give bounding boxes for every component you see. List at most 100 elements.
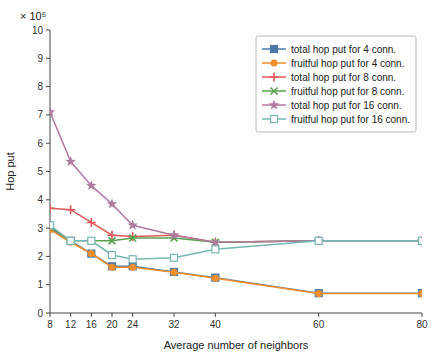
x-tick <box>174 313 175 317</box>
y-tick <box>46 256 50 257</box>
x-tick-label: 8 <box>47 319 53 330</box>
data-point <box>315 290 322 297</box>
y-tick-label: 10 <box>32 25 44 36</box>
legend-item: total hop put for 4 conn. <box>262 44 396 55</box>
x-tick <box>215 313 216 317</box>
y-tick <box>46 284 50 285</box>
data-point <box>67 237 74 244</box>
legend-swatch-marker <box>271 88 278 95</box>
y-tick-label: 0 <box>37 308 43 319</box>
data-point <box>128 232 137 241</box>
legend-item: fruitful hop put for 4 conn. <box>262 58 404 69</box>
x-axis-line <box>50 313 422 314</box>
legend-label: fruitful hop put for 16 conn. <box>291 114 410 125</box>
y-tick-label: 8 <box>37 81 43 92</box>
x-tick <box>422 313 423 317</box>
data-point <box>171 254 178 261</box>
series <box>50 226 422 297</box>
y-tick <box>46 30 50 31</box>
legend-swatch-marker <box>270 73 279 82</box>
y-tick-label: 6 <box>37 138 43 149</box>
data-point <box>50 222 54 229</box>
legend-label: total hop put for 8 conn. <box>291 72 396 83</box>
y-tick <box>46 171 50 172</box>
data-point <box>86 180 96 190</box>
y-tick-label: 4 <box>37 194 43 205</box>
data-point <box>313 235 323 245</box>
data-point <box>107 199 117 209</box>
data-point <box>212 275 219 282</box>
x-tick-label: 12 <box>65 319 77 330</box>
data-point <box>87 218 96 227</box>
data-point <box>314 236 323 245</box>
y-tick-label: 2 <box>37 251 43 262</box>
series-line <box>50 208 422 242</box>
data-point <box>129 264 136 271</box>
y-tick-label: 7 <box>37 109 43 120</box>
data-point <box>88 250 95 257</box>
data-point <box>169 230 179 240</box>
legend-label: total hop put for 4 conn. <box>291 44 396 55</box>
data-point <box>210 237 220 247</box>
x-tick <box>318 313 319 317</box>
x-tick <box>91 313 92 317</box>
data-point <box>419 290 423 297</box>
x-tick <box>132 313 133 317</box>
series-line <box>50 230 422 294</box>
x-axis-label: Average number of neighbors <box>164 339 309 351</box>
data-point <box>127 220 137 230</box>
legend-swatch-marker <box>271 46 278 53</box>
series-line <box>50 228 422 293</box>
x-tick <box>112 313 113 317</box>
y-tick <box>46 58 50 59</box>
legend-swatch-marker <box>269 100 279 110</box>
legend-swatch-marker <box>271 60 278 67</box>
y-tick <box>46 143 50 144</box>
legend-label: fruitful hop put for 4 conn. <box>291 58 404 69</box>
y-tick <box>46 114 50 115</box>
legend-item: fruitful hop put for 8 conn. <box>262 86 404 97</box>
data-point <box>129 235 136 242</box>
data-point <box>65 156 75 166</box>
data-point <box>109 264 116 271</box>
data-point <box>212 246 219 253</box>
data-point <box>315 237 322 244</box>
x-tick-label: 60 <box>313 319 325 330</box>
series-line <box>50 225 422 259</box>
data-point <box>129 256 136 263</box>
legend-label: total hop put for 16 conn. <box>291 100 402 111</box>
legend-frame <box>256 36 416 132</box>
legend-item: total hop put for 16 conn. <box>262 100 402 111</box>
data-point <box>212 274 219 281</box>
data-point <box>419 290 423 297</box>
x-tick-label: 32 <box>168 319 180 330</box>
data-point <box>88 237 95 244</box>
annotation: × 10⁵ <box>20 10 46 22</box>
plot-area <box>50 107 422 297</box>
y-axis-label: Hop put <box>4 152 16 191</box>
data-point <box>50 204 55 213</box>
data-point <box>419 237 423 244</box>
data-point <box>171 269 178 276</box>
y-tick-label: 5 <box>37 166 43 177</box>
series <box>50 225 422 297</box>
data-point <box>315 290 322 297</box>
y-tick <box>46 228 50 229</box>
x-tick <box>50 313 51 317</box>
x-tick-label: 40 <box>210 319 222 330</box>
y-tick-label: 1 <box>37 279 43 290</box>
x-tick <box>70 313 71 317</box>
data-point <box>171 268 178 275</box>
data-point <box>88 250 95 257</box>
series <box>50 222 422 263</box>
legend-item: total hop put for 8 conn. <box>262 72 396 83</box>
data-point <box>109 263 116 270</box>
y-tick-label: 9 <box>37 53 43 64</box>
y-tick-label: 3 <box>37 223 43 234</box>
data-point <box>50 107 55 117</box>
legend-swatch-marker <box>271 116 278 123</box>
data-point <box>418 236 423 245</box>
x-tick-label: 16 <box>86 319 98 330</box>
data-point <box>67 237 74 244</box>
data-point <box>109 251 116 258</box>
